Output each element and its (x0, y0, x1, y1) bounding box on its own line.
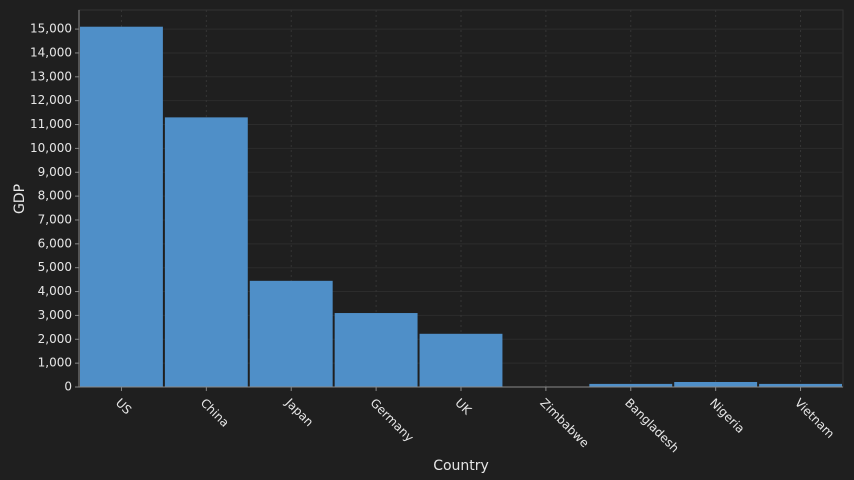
bar (419, 333, 503, 387)
bar (80, 26, 163, 387)
y-tick-label: 1,000 (38, 356, 72, 370)
y-tick-label: 4,000 (38, 284, 72, 298)
bar (759, 383, 842, 387)
y-tick-label: 10,000 (30, 141, 72, 155)
x-axis-title: Country (433, 458, 489, 474)
bar (249, 280, 333, 387)
y-tick-label: 3,000 (38, 308, 72, 322)
y-tick-label: 7,000 (38, 212, 72, 226)
y-tick-label: 12,000 (30, 93, 72, 107)
bar (334, 313, 418, 387)
y-tick-label: 9,000 (38, 165, 72, 179)
y-tick-label: 15,000 (30, 22, 72, 36)
y-tick-label: 5,000 (38, 260, 72, 274)
bar (589, 383, 673, 387)
y-tick-label: 0 (64, 380, 72, 394)
y-tick-label: 13,000 (30, 69, 72, 83)
y-tick-label: 6,000 (38, 236, 72, 250)
bar (674, 381, 758, 387)
bar (164, 117, 248, 388)
y-tick-label: 2,000 (38, 332, 72, 346)
y-tick-label: 11,000 (30, 117, 72, 131)
y-axis-title: GDP (12, 184, 28, 214)
y-tick-label: 14,000 (30, 45, 72, 59)
y-tick-label: 8,000 (38, 189, 72, 203)
